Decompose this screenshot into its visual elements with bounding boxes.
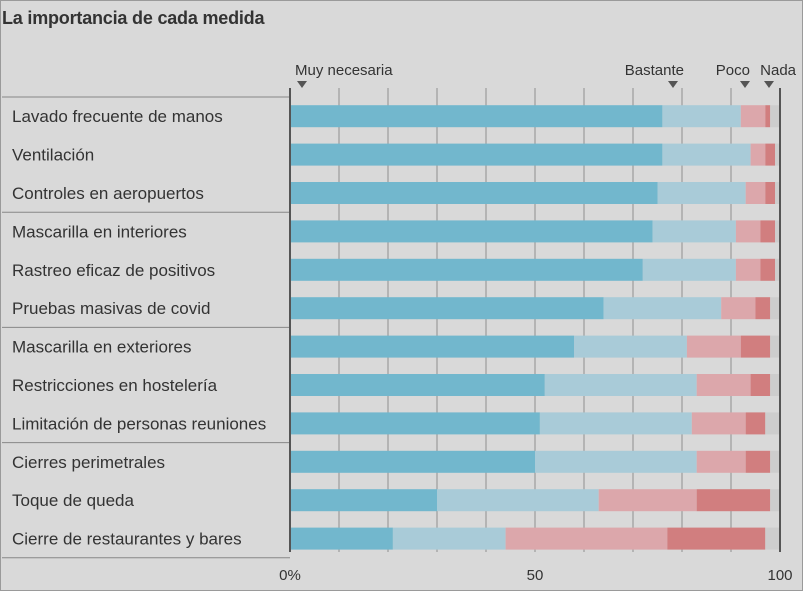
bar-segment	[755, 297, 771, 320]
bar-segment	[745, 182, 766, 204]
bar-segment	[696, 374, 751, 396]
category-label: Pruebas masivas de covid	[12, 299, 210, 318]
bar-segment	[686, 335, 741, 358]
bar-segment	[721, 297, 756, 320]
category-label: Restricciones en hostelería	[12, 376, 218, 395]
bar-segment	[290, 220, 653, 243]
bar-segment	[667, 527, 766, 550]
bar-segment	[392, 527, 506, 550]
bar-segment	[290, 450, 535, 473]
bar-segment	[662, 105, 741, 128]
bar-segment	[598, 489, 697, 512]
bar-segment	[765, 182, 776, 204]
legend-marker-icon	[297, 81, 307, 88]
category-label: Toque de queda	[12, 491, 134, 510]
bar-segment	[770, 450, 780, 473]
bar-segment	[535, 450, 697, 473]
bar-segment	[765, 143, 776, 166]
x-tick-label: 100	[767, 567, 792, 584]
bar-segment	[574, 335, 687, 358]
legend-label: Bastante	[625, 62, 684, 79]
bar-segment	[775, 258, 780, 281]
bar-segment	[290, 374, 545, 396]
bar-segment	[775, 182, 780, 204]
bar-segment	[544, 374, 697, 396]
bar-segment	[740, 105, 766, 128]
legend-marker-icon	[740, 81, 750, 88]
bar-segment	[770, 374, 780, 396]
bar-segment	[662, 143, 751, 166]
bar-segment	[290, 527, 393, 550]
bar-segment	[290, 105, 663, 128]
bar-segment	[770, 489, 780, 512]
bar-segment	[765, 412, 780, 435]
bar-segment	[745, 450, 771, 473]
bar-segment	[775, 143, 780, 166]
bar-segment	[290, 335, 575, 358]
category-label: Rastreo eficaz de positivos	[12, 261, 215, 280]
bar-segment	[760, 258, 776, 281]
category-label: Mascarilla en interiores	[12, 222, 187, 241]
chart-title: La importancia de cada medida	[2, 8, 265, 28]
bar-segment	[770, 335, 780, 358]
bar-segment	[290, 182, 658, 204]
bar-segment	[765, 105, 771, 128]
bar-segment	[735, 220, 761, 243]
bar-segment	[505, 527, 668, 550]
category-label: Cierres perimetrales	[12, 453, 165, 472]
bar-segment	[657, 182, 746, 204]
bar-segment	[642, 258, 736, 281]
legend-label: Poco	[716, 62, 750, 79]
legend-label: Nada	[760, 62, 797, 79]
bar-segment	[735, 258, 761, 281]
bar-segment	[652, 220, 736, 243]
bar-segment	[290, 297, 604, 320]
bar-segment	[290, 412, 540, 435]
legend-label: Muy necesaria	[295, 62, 393, 79]
bar-segment	[770, 105, 780, 128]
bar-segment	[539, 412, 692, 435]
category-label: Cierre de restaurantes y bares	[12, 530, 242, 549]
x-tick-label: 0%	[279, 567, 301, 584]
legend-marker-icon	[668, 81, 678, 88]
x-tick-label: 50	[527, 567, 544, 584]
bar-segment	[603, 297, 722, 320]
category-label: Mascarilla en exteriores	[12, 338, 192, 357]
bar-segment	[740, 335, 771, 358]
bar-segment	[765, 527, 780, 550]
bar-segment	[750, 143, 766, 166]
bar-segment	[290, 143, 663, 166]
bar-segment	[745, 412, 766, 435]
category-label: Ventilación	[12, 146, 94, 165]
category-label: Limitación de personas reuniones	[12, 414, 266, 433]
bar-segment	[760, 220, 776, 243]
bar-segment	[290, 489, 437, 512]
bar-segment	[770, 297, 780, 320]
bar-segment	[750, 374, 771, 396]
category-label: Controles en aeropuertos	[12, 184, 204, 203]
category-label: Lavado frecuente de manos	[12, 107, 223, 126]
bar-segment	[775, 220, 780, 243]
bar-segment	[691, 412, 746, 435]
legend-marker-icon	[764, 81, 774, 88]
bar-segment	[696, 489, 771, 512]
bar-segment	[696, 450, 746, 473]
bar-segment	[290, 258, 643, 281]
bar-segment	[437, 489, 599, 512]
